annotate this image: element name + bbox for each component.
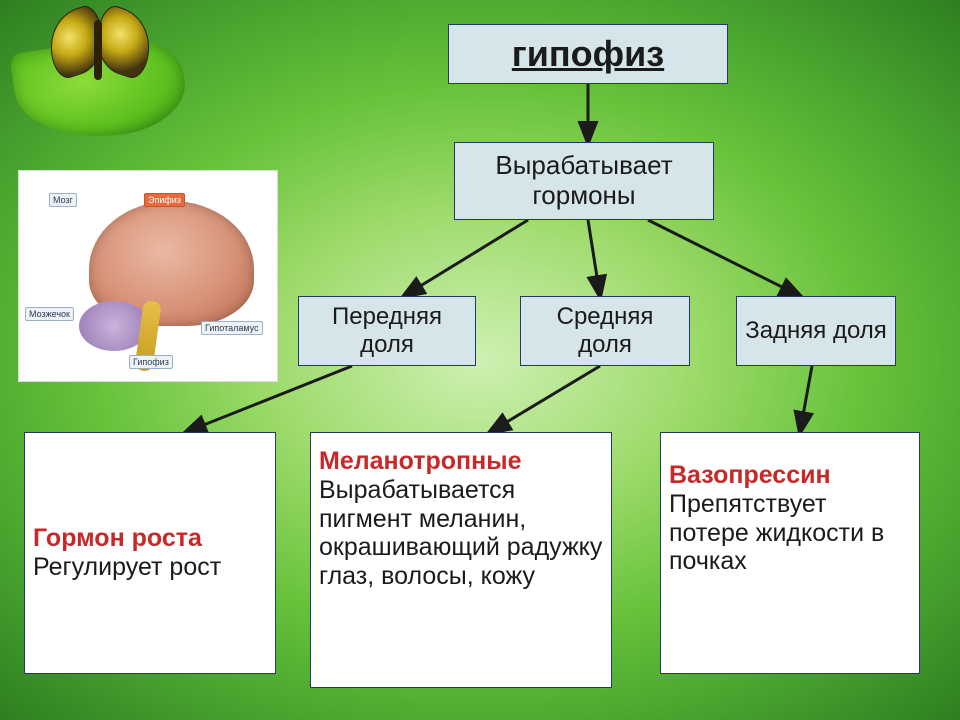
- slide-background: Мозг Эпифиз Мозжечок Гипоталамус Гипофиз…: [0, 0, 960, 720]
- node-vasopressin: Вазопрессин Препятствует потере жидкости…: [660, 432, 920, 674]
- brain-tag-epifiz: Эпифиз: [144, 193, 185, 207]
- node-gipofiz: гипофиз: [448, 24, 728, 84]
- node-posterior-lobe: Задняя доля: [736, 296, 896, 366]
- node-growth-hormone-desc: Регулирует рост: [33, 553, 221, 581]
- brain-tag-mozg: Мозг: [49, 193, 77, 207]
- brain-tag-gipotalamus: Гипоталамус: [201, 321, 263, 335]
- node-melanotropic: Меланотропные Вырабатывается пигмент мел…: [310, 432, 612, 688]
- butterfly-body: [94, 20, 102, 80]
- node-produces-hormones: Вырабатывает гормоны: [454, 142, 714, 220]
- brain-diagram: Мозг Эпифиз Мозжечок Гипоталамус Гипофиз: [18, 170, 278, 382]
- node-vasopressin-desc: Препятствует потере жидкости в почках: [669, 490, 884, 576]
- node-growth-hormone: Гормон роста Регулирует рост: [24, 432, 276, 674]
- node-posterior-lobe-label: Задняя доля: [745, 317, 887, 345]
- node-growth-hormone-title: Гормон роста: [33, 524, 202, 552]
- node-middle-lobe: Средняя доля: [520, 296, 690, 366]
- node-vasopressin-title: Вазопрессин: [669, 461, 831, 489]
- brain-tag-gipofiz: Гипофиз: [129, 355, 173, 369]
- node-anterior-lobe-label: Передняя доля: [307, 303, 467, 358]
- node-gipofiz-label: гипофиз: [512, 33, 664, 74]
- node-melanotropic-desc: Вырабатывается пигмент меланин, окрашива…: [319, 476, 602, 590]
- node-melanotropic-title: Меланотропные: [319, 447, 522, 475]
- brain-tag-mozzhechok: Мозжечок: [25, 307, 74, 321]
- node-anterior-lobe: Передняя доля: [298, 296, 476, 366]
- node-produces-hormones-label: Вырабатывает гормоны: [463, 151, 705, 211]
- node-middle-lobe-label: Средняя доля: [529, 303, 681, 358]
